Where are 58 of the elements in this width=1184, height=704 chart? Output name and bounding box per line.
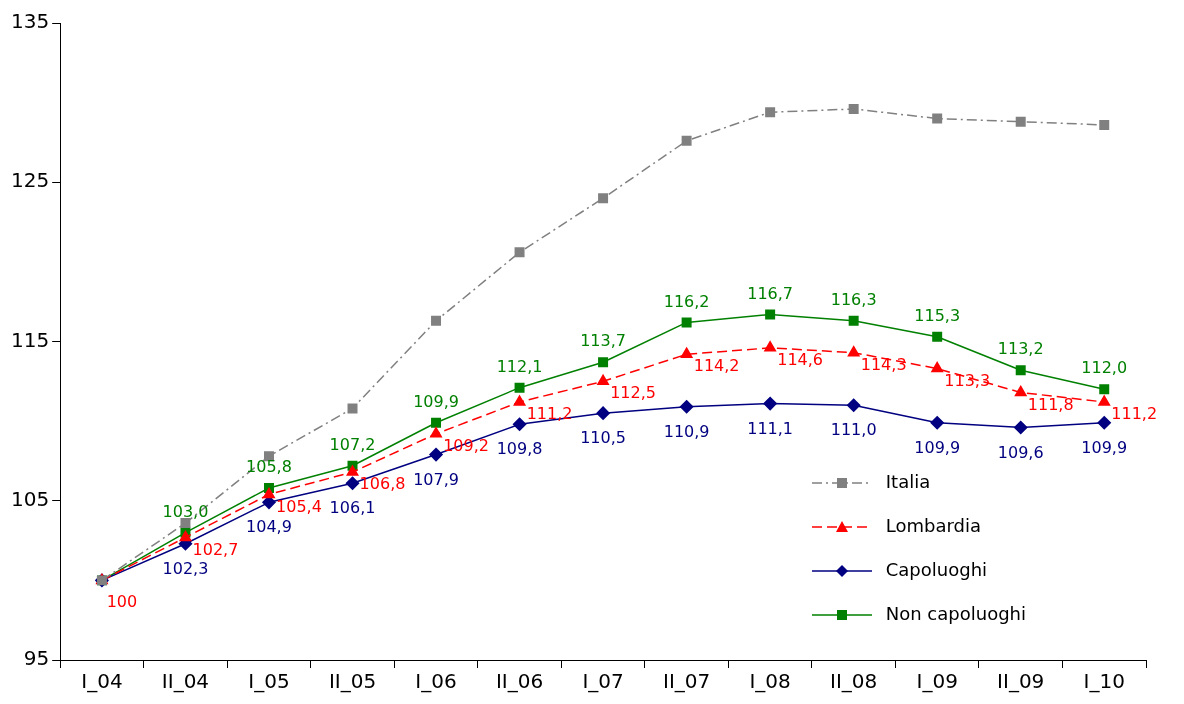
data-label: 105,4	[276, 496, 322, 516]
data-label: 113,3	[944, 370, 991, 390]
data-label: 102,3	[162, 558, 209, 578]
data-label: 109,6	[997, 442, 1044, 462]
data-label: 109,9	[914, 437, 961, 457]
x-tick-label: I_07	[582, 669, 624, 694]
x-tick-label: II_05	[328, 669, 377, 694]
data-label: 109,9	[413, 391, 459, 411]
x-tick-label: I_06	[415, 669, 457, 694]
data-label: 114,2	[693, 356, 740, 376]
x-tick-label: I_09	[916, 669, 958, 694]
data-label: 112,5	[610, 383, 656, 403]
y-tick-label: 135	[10, 9, 50, 34]
legend-label: Lombardia	[885, 515, 982, 536]
legend-label: Capoluoghi	[885, 559, 988, 580]
data-label: 104,9	[246, 517, 292, 537]
x-tick-label: II_06	[495, 669, 544, 694]
data-label: 113,2	[997, 339, 1044, 359]
data-label: 102,7	[192, 539, 239, 559]
data-label: 106,1	[329, 498, 376, 518]
data-label: 110,5	[580, 428, 626, 448]
data-label: 112,1	[496, 356, 543, 376]
x-tick-label: II_07	[662, 669, 711, 694]
x-tick-label: I_08	[749, 669, 791, 694]
x-tick-label: I_10	[1083, 669, 1125, 694]
y-tick-label: 115	[10, 327, 50, 352]
data-label: 107,2	[329, 434, 376, 454]
x-tick-label: I_04	[81, 669, 123, 694]
data-label: 103,0	[162, 501, 209, 521]
data-label: 109,9	[1081, 437, 1128, 457]
x-tick-label: II_04	[161, 669, 210, 694]
data-label: 105,8	[246, 457, 292, 477]
data-label: 114,3	[860, 354, 907, 374]
data-label: 115,3	[914, 305, 961, 325]
x-tick-label: I_05	[248, 669, 290, 694]
data-label: 106,8	[359, 474, 406, 494]
data-label: 112,0	[1081, 358, 1128, 378]
legend-label: Italia	[885, 471, 931, 492]
data-label: 111,2	[526, 404, 573, 424]
data-label: 111,0	[830, 420, 877, 440]
data-label: 116,7	[747, 283, 794, 303]
data-label: 100	[106, 591, 138, 611]
data-label: 113,7	[580, 331, 626, 351]
data-label: 116,2	[663, 291, 710, 311]
y-tick-label: 105	[10, 486, 50, 511]
y-tick-label: 95	[23, 646, 50, 671]
x-tick-label: II_08	[830, 669, 878, 694]
y-tick-label: 125	[10, 168, 50, 193]
data-label: 110,9	[663, 421, 710, 441]
data-label: 114,6	[777, 350, 824, 370]
data-label: 111,2	[1111, 404, 1158, 424]
data-label: 116,3	[830, 289, 877, 309]
data-label: 111,8	[1027, 394, 1074, 414]
x-tick-label: II_09	[997, 669, 1045, 694]
data-label: 109,8	[496, 439, 543, 459]
legend-label: Non capoluoghi	[885, 603, 1026, 624]
data-label: 111,1	[747, 418, 794, 438]
data-label: 107,9	[413, 469, 459, 489]
